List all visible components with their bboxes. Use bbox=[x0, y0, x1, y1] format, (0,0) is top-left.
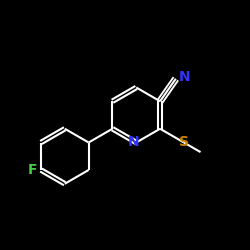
Text: S: S bbox=[179, 136, 189, 149]
Text: N: N bbox=[178, 70, 190, 85]
Text: F: F bbox=[28, 163, 37, 177]
Text: N: N bbox=[128, 136, 140, 149]
